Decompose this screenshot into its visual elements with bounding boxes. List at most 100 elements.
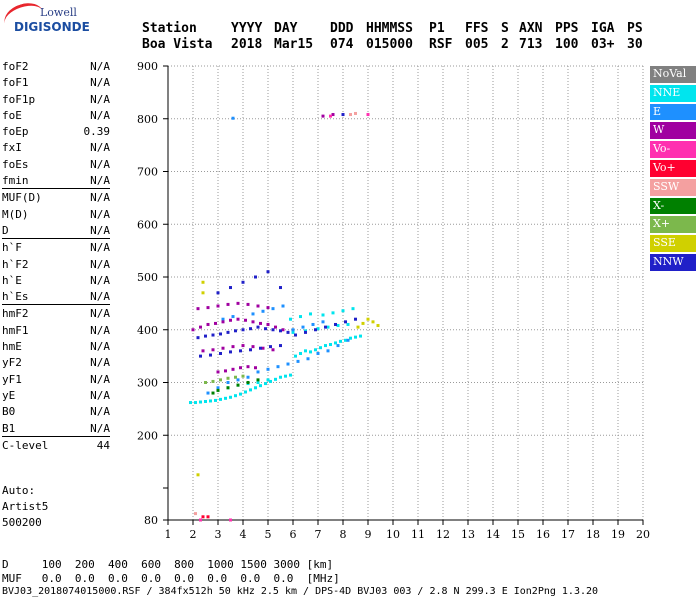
data-point [316, 327, 320, 331]
header-label-yyyy: YYYY [231, 21, 263, 36]
data-point [206, 322, 210, 326]
data-point [211, 391, 215, 395]
param-row: M(D) N/A [2, 208, 110, 224]
data-point [346, 338, 350, 342]
header-label-ddd: DDD [330, 21, 354, 36]
y-tick-label: 700 [137, 166, 158, 179]
data-point [334, 322, 337, 326]
legend-item-noval: NoVal [650, 66, 696, 83]
chart-points [189, 111, 380, 522]
x-tick-label: 11 [411, 528, 425, 541]
param-label: D [2, 223, 9, 237]
x-tick-label: 16 [536, 528, 550, 541]
data-point [231, 315, 235, 319]
header-label-station: Station [142, 21, 197, 36]
legend-item-nne: NNE [650, 84, 696, 102]
param-label: h`F [2, 241, 22, 255]
data-point [266, 367, 270, 371]
data-point [236, 301, 240, 305]
param-separator [2, 435, 110, 437]
data-point [266, 306, 270, 310]
data-point [339, 339, 342, 343]
param-label: foEs [2, 157, 29, 171]
data-point [321, 313, 325, 317]
data-point [336, 344, 340, 348]
data-point [266, 322, 270, 326]
data-point [241, 280, 245, 284]
data-point [324, 344, 327, 348]
param-value: N/A [90, 60, 110, 73]
header-label-s: S [501, 21, 509, 36]
data-point [354, 317, 357, 321]
data-point [229, 286, 232, 290]
x-tick-label: 4 [240, 528, 247, 541]
data-point [319, 346, 322, 350]
data-point [309, 350, 312, 354]
data-point [274, 377, 277, 381]
param-row: B1 N/A [2, 422, 110, 438]
x-tick-label: 19 [611, 528, 625, 541]
data-point [311, 322, 315, 326]
data-point [359, 334, 362, 338]
data-point [321, 114, 325, 118]
param-row: foF2 N/A [2, 60, 110, 76]
data-point [229, 318, 232, 322]
header-label-p1: P1 [429, 21, 445, 36]
scaled-parameters-panel: foF2 N/A foF1 N/A foF1p N/A foE N/A foEp 0.39 fxI N… [2, 60, 110, 455]
param-row: foE N/A [2, 109, 110, 125]
data-point [196, 473, 200, 477]
data-point [279, 329, 282, 333]
data-point [254, 366, 257, 370]
data-point [201, 291, 205, 295]
data-point [219, 351, 222, 355]
param-value: N/A [90, 257, 110, 271]
data-point [256, 381, 260, 384]
x-tick-label: 2 [190, 528, 197, 541]
param-row: hmE N/A [2, 340, 110, 356]
autoscaling-line: Artist5 [2, 500, 49, 513]
data-point [206, 515, 210, 519]
data-point [196, 307, 200, 311]
data-point [279, 375, 282, 379]
data-point [281, 328, 285, 332]
series-vo [201, 515, 210, 519]
data-point [249, 388, 252, 392]
data-point [304, 329, 307, 333]
param-label: yF1 [2, 372, 22, 386]
x-tick-label: 17 [561, 528, 575, 541]
legend-item-nnw: NNW [650, 253, 696, 271]
data-point [226, 386, 230, 390]
param-value: N/A [90, 92, 110, 106]
param-label: hmF2 [2, 307, 29, 321]
param-row: foEs N/A [2, 158, 110, 174]
data-point [239, 366, 242, 370]
data-point [254, 386, 257, 390]
data-point [236, 383, 240, 387]
data-point [329, 114, 332, 118]
data-point [201, 349, 205, 353]
data-point [239, 392, 242, 396]
param-value: N/A [90, 108, 110, 122]
data-point [199, 354, 202, 358]
data-point [279, 344, 282, 348]
legend-item-e: E [650, 103, 696, 121]
data-point [356, 325, 360, 329]
data-point [274, 325, 277, 329]
param-value: N/A [90, 223, 110, 237]
param-label: yE [2, 388, 16, 402]
data-point [224, 396, 227, 400]
logo-main-text: DIGISONDE [14, 20, 90, 34]
data-point [281, 304, 285, 308]
x-tick-label: 13 [461, 528, 475, 541]
data-point [221, 317, 225, 321]
x-tick-label: 9 [365, 528, 372, 541]
series-x [204, 374, 245, 384]
param-value: N/A [90, 307, 110, 321]
header-value-s: 2 [501, 37, 509, 52]
data-point [344, 338, 347, 342]
legend-item-sse: SSE [650, 235, 696, 252]
data-point [326, 325, 330, 329]
data-point [221, 346, 225, 350]
data-point [246, 302, 250, 306]
data-point [284, 374, 287, 378]
